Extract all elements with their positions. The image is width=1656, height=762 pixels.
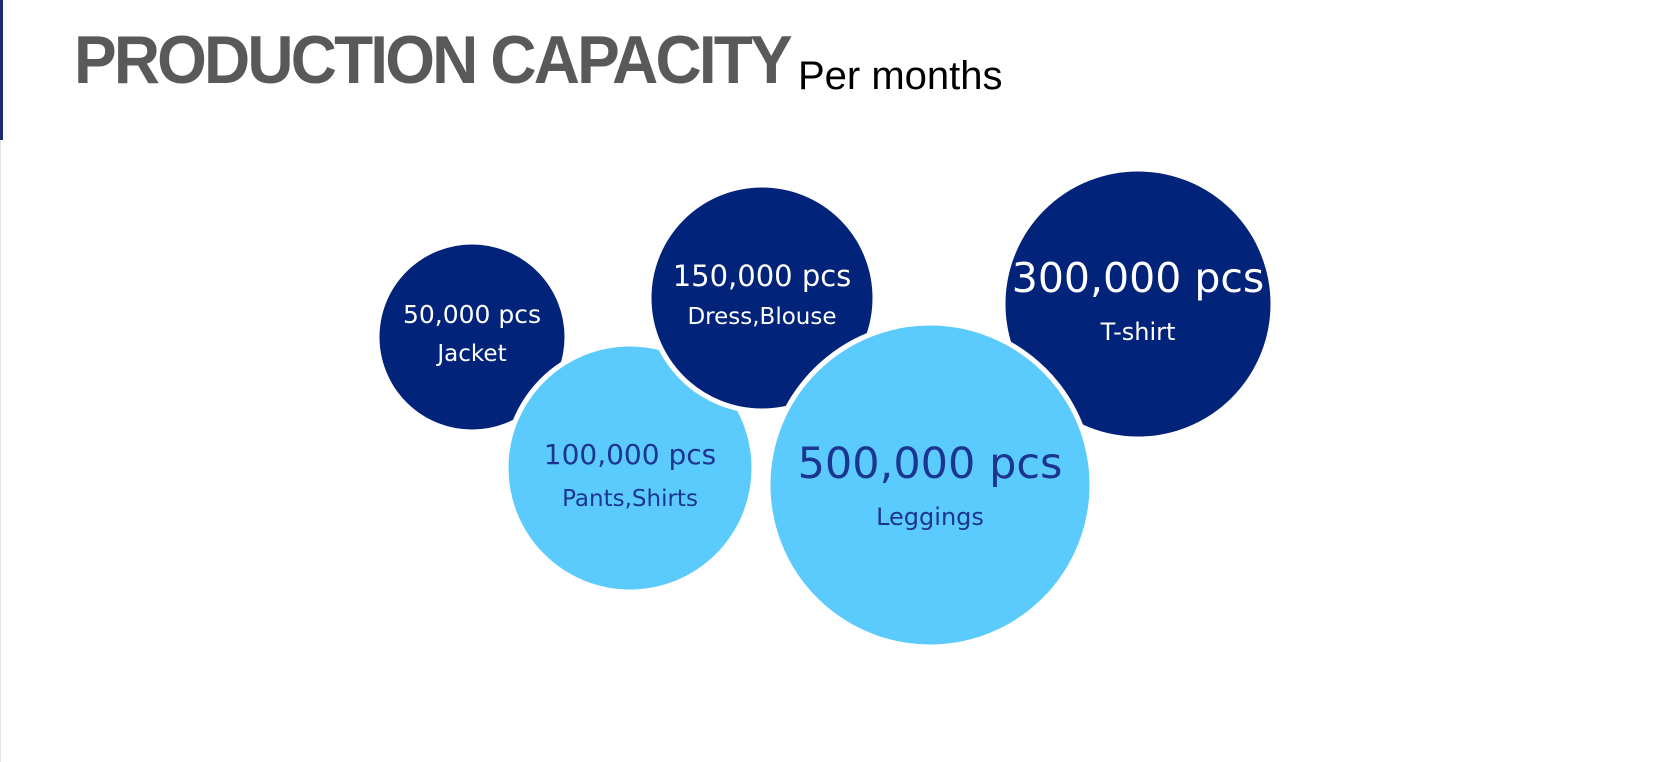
bubble-pants-shirts: 100,000 pcs Pants,Shirts	[503, 341, 757, 595]
accent-bar	[0, 0, 3, 140]
bubble-value-label: 300,000 pcs	[1012, 254, 1265, 302]
page-subtitle: Per months	[798, 54, 1003, 98]
left-rule	[0, 140, 1, 762]
bubble-category-label: Leggings	[876, 503, 984, 531]
bubble-value-label: 50,000 pcs	[403, 300, 541, 329]
bubble-category-label: T-shirt	[1100, 318, 1176, 346]
bubble-circle-leggings	[765, 320, 1095, 650]
bubble-circle-dress-blouse	[646, 182, 878, 414]
bubble-circle-jacket	[374, 239, 570, 435]
bubble-value-label: 150,000 pcs	[673, 259, 852, 293]
bubble-category-label: Jacket	[435, 341, 506, 367]
bubble-t-shirt: 300,000 pcs T-shirt	[1000, 166, 1276, 442]
bubble-dress-blouse: 150,000 pcs Dress,Blouse	[646, 182, 878, 414]
bubble-value-label: 100,000 pcs	[544, 438, 716, 471]
bubble-value-label: 500,000 pcs	[798, 439, 1063, 489]
bubble-jacket: 50,000 pcs Jacket	[374, 239, 570, 435]
bubble-category-label: Dress,Blouse	[687, 304, 836, 330]
bubble-circle-t-shirt	[1000, 166, 1276, 442]
bubble-circle-pants-shirts	[503, 341, 757, 595]
page-title: PRODUCTION CAPACITY	[74, 22, 793, 98]
bubble-leggings: 500,000 pcs Leggings	[765, 320, 1095, 650]
bubble-category-label: Pants,Shirts	[562, 486, 698, 512]
